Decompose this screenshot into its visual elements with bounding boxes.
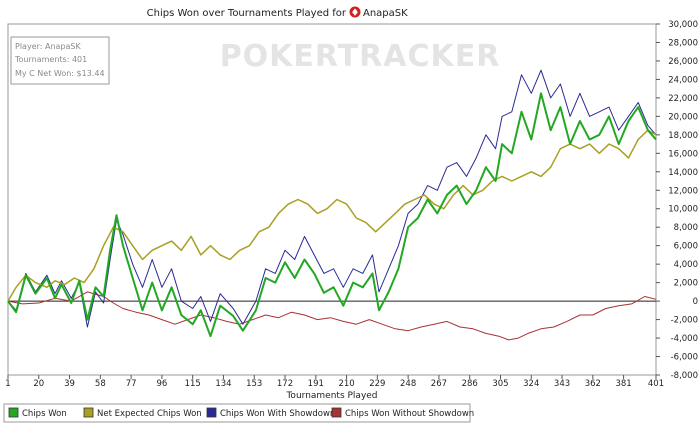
x-axis: 1 20 39 58 77 96 115 134 153 172 191 210 229 248 267 28… xyxy=(5,375,664,389)
chart-title: Chips Won over Tournaments Played for xyxy=(147,8,347,19)
y-axis: 30,000 28,000 26,000 24,000 22,000 20,000 18,0… xyxy=(656,20,698,381)
info-player: Player: AnapaSK xyxy=(15,42,81,51)
legend-swatch xyxy=(8,407,19,418)
plot-area xyxy=(7,23,657,376)
x-tick-label: 77 xyxy=(126,379,137,389)
legend-label: Net Expected Chips Won xyxy=(97,409,202,419)
y-tick-label: -6,000 xyxy=(671,353,698,363)
x-tick-label: 39 xyxy=(64,379,75,389)
series-line-chips-won xyxy=(7,92,657,338)
y-tick-label: -2,000 xyxy=(671,316,698,326)
legend-swatch xyxy=(331,407,342,418)
y-tick-label: 6,000 xyxy=(674,242,698,252)
x-tick-label: 229 xyxy=(369,379,385,389)
x-tick-label: 153 xyxy=(246,379,262,389)
y-tick-label: 16,000 xyxy=(668,149,698,159)
info-net-won: My C Net Won: $13.44 xyxy=(15,69,105,78)
x-tick-label: 401 xyxy=(648,379,664,389)
legend-frame xyxy=(3,403,471,423)
series-line-chips-won-without-showdown xyxy=(7,291,657,341)
y-tick-label: -4,000 xyxy=(671,334,698,344)
x-tick-label: 286 xyxy=(462,379,478,389)
y-tick-label: 30,000 xyxy=(668,20,698,30)
y-tick-label: -8,000 xyxy=(671,371,698,381)
x-tick-label: 267 xyxy=(431,379,447,389)
legend-label: Chips Won Without Showdown xyxy=(345,409,474,419)
chart-title-player: AnapaSK xyxy=(363,8,408,19)
x-axis-title: Tournaments Played xyxy=(285,391,377,401)
chart-title-group: Chips Won over Tournaments Played for An… xyxy=(147,6,408,19)
x-tick-label: 134 xyxy=(215,379,231,389)
y-tick-label: 10,000 xyxy=(668,205,698,215)
x-tick-label: 305 xyxy=(492,379,508,389)
series-layer xyxy=(7,69,657,341)
x-tick-label: 1 xyxy=(5,379,10,389)
info-box-frame xyxy=(10,36,110,85)
series-line-chips-won-with-showdown xyxy=(7,69,657,328)
x-tick-label: 20 xyxy=(33,379,44,389)
x-tick-label: 381 xyxy=(615,379,631,389)
x-tick-label: 210 xyxy=(338,379,354,389)
x-tick-label: 115 xyxy=(185,379,201,389)
y-tick-label: 24,000 xyxy=(668,75,698,85)
x-tick-label: 58 xyxy=(95,379,106,389)
y-tick-label: 2,000 xyxy=(674,279,698,289)
info-box: Player: AnapaSK Tournaments: 401 My C Ne… xyxy=(10,36,110,85)
y-tick-label: 8,000 xyxy=(674,223,698,233)
x-tick-label: 324 xyxy=(523,379,539,389)
spade-logo-icon xyxy=(349,6,361,18)
y-tick-label: 4,000 xyxy=(674,260,698,270)
legend-swatch xyxy=(206,407,217,418)
y-tick-label: 28,000 xyxy=(668,38,698,48)
y-tick-label: 20,000 xyxy=(668,112,698,122)
legend: Chips Won Net Expected Chips Won Chips Won… xyxy=(3,403,474,423)
y-tick-label: 26,000 xyxy=(668,57,698,67)
info-tournaments: Tournaments: 401 xyxy=(14,55,87,64)
y-tick-label: 22,000 xyxy=(668,94,698,104)
x-tick-label: 248 xyxy=(400,379,416,389)
legend-label: Chips Won With Showdown xyxy=(220,409,335,419)
y-tick-label: 12,000 xyxy=(668,186,698,196)
x-tick-label: 191 xyxy=(308,379,324,389)
legend-label: Chips Won xyxy=(22,409,67,419)
y-tick-label: 14,000 xyxy=(668,168,698,178)
x-tick-label: 343 xyxy=(554,379,570,389)
x-tick-label: 96 xyxy=(156,379,167,389)
x-tick-label: 172 xyxy=(277,379,293,389)
y-tick-label: 0 xyxy=(693,297,698,307)
legend-swatch xyxy=(83,407,94,418)
y-tick-label: 18,000 xyxy=(668,131,698,141)
x-tick-label: 362 xyxy=(585,379,601,389)
pokertracker-watermark: POKERTRACKER xyxy=(220,39,501,74)
